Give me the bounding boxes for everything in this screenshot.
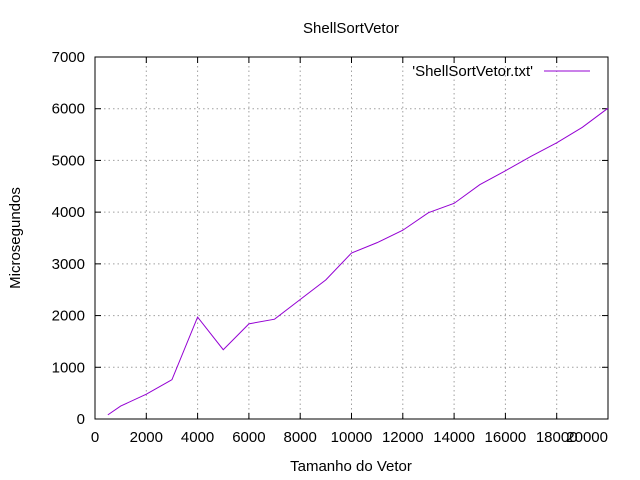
y-tick-label: 7000: [52, 49, 85, 66]
x-tick-label: 20000: [566, 429, 608, 446]
x-tick-label: 4000: [181, 429, 214, 446]
x-tick-label: 16000: [485, 429, 527, 446]
y-tick-label: 1000: [52, 359, 85, 376]
y-tick-label: 0: [77, 411, 85, 428]
x-tick-label: 12000: [382, 429, 424, 446]
x-tick-label: 10000: [331, 429, 373, 446]
series-line: [107, 107, 609, 416]
x-tick-label: 0: [91, 429, 99, 446]
y-tick-label: 5000: [52, 152, 85, 169]
x-tick-label: 14000: [433, 429, 475, 446]
axis-ticks: 0 1000 2000 3000 4000 5000 6000 7000 0 2000 4000 60…: [52, 49, 609, 446]
x-tick-label: 6000: [232, 429, 265, 446]
y-tick-label: 3000: [52, 256, 85, 273]
series-layer: [107, 107, 609, 416]
chart-title: ShellSortVetor: [303, 20, 399, 37]
grid: [95, 57, 608, 419]
legend-label: 'ShellSortVetor.txt': [412, 63, 533, 80]
x-tick-label: 2000: [130, 429, 163, 446]
y-tick-label: 4000: [52, 204, 85, 221]
y-axis-label: Microsegundos: [7, 187, 24, 289]
legend: 'ShellSortVetor.txt': [412, 63, 590, 80]
x-tick-label: 18000: [536, 429, 578, 446]
x-tick-label: 8000: [284, 429, 317, 446]
x-axis-label: Tamanho do Vetor: [290, 458, 412, 475]
y-tick-label: 6000: [52, 101, 85, 118]
y-tick-label: 2000: [52, 308, 85, 325]
